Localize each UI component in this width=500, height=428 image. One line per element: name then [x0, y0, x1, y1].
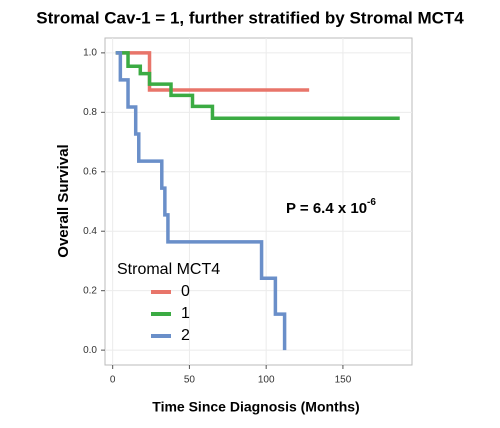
survival-curve [115, 51, 310, 92]
legend-title: Stromal MCT4 [117, 261, 220, 278]
survival-curve [115, 51, 400, 121]
plot-panel [104, 37, 413, 366]
chart-title: Stromal Cav-1 = 1, further stratified by… [36, 8, 464, 27]
y-axis-label: Overall Survival [55, 144, 72, 257]
y-tick-label: 0.6 [83, 166, 97, 177]
y-tick-label: 0.2 [83, 285, 97, 296]
p-value-annotation: P = 6.4 x 10-6 [286, 197, 376, 217]
y-tick-label: 1.0 [83, 48, 97, 59]
x-tick-label: 0 [110, 375, 116, 386]
x-axis-label: Time Since Diagnosis (Months) [152, 399, 359, 415]
x-tick-label: 100 [258, 375, 275, 386]
legend-label: 1 [181, 305, 190, 322]
legend-label: 0 [181, 283, 190, 300]
legend-label: 2 [181, 327, 190, 344]
p-value-exponent: -6 [367, 197, 376, 208]
x-tick-label: 50 [184, 375, 196, 386]
y-tick-label: 0.4 [83, 226, 97, 237]
y-tick-label: 0.8 [83, 107, 97, 118]
x-tick-label: 150 [335, 375, 352, 386]
survival-curve [115, 51, 287, 351]
p-value-text: P = 6.4 x 10 [286, 200, 367, 217]
y-tick-label: 0.0 [83, 345, 97, 356]
